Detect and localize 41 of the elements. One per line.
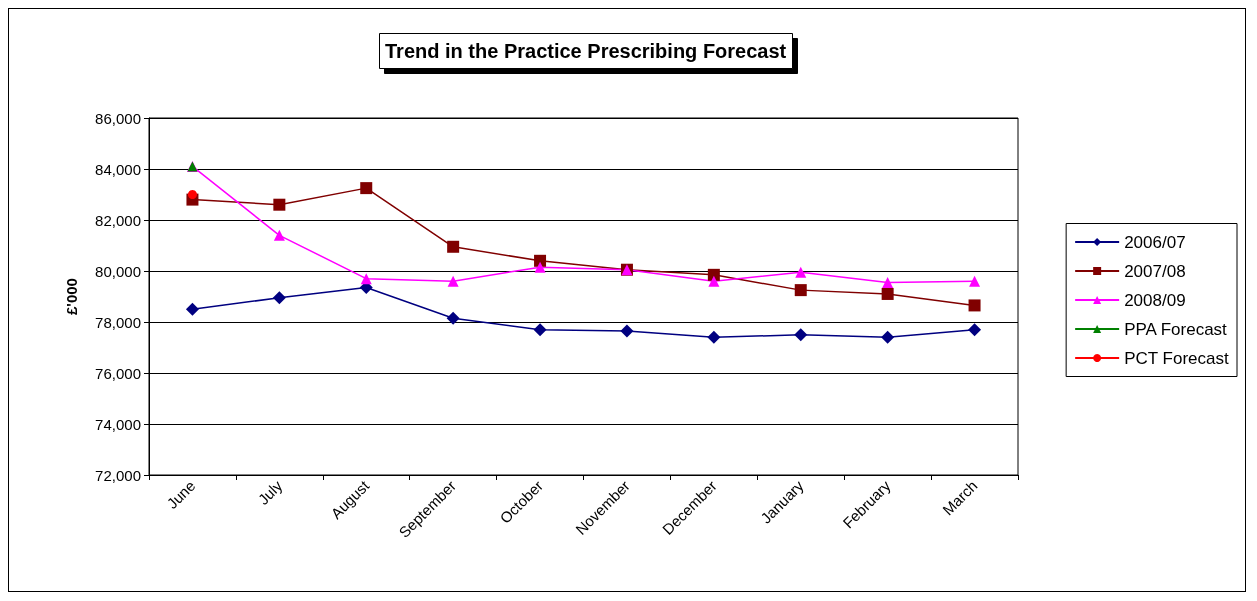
point	[968, 299, 981, 312]
y-tick-label: 86,000	[95, 109, 141, 127]
y-axis-title: £'000	[63, 278, 80, 315]
y-tick-label: 78,000	[95, 313, 141, 331]
point	[360, 273, 372, 285]
legend-label: 2006/07	[1124, 232, 1186, 252]
y-tick-label: 84,000	[95, 160, 141, 178]
legend-label: 2007/08	[1124, 261, 1186, 281]
point	[273, 198, 286, 211]
point	[882, 276, 894, 288]
point	[794, 284, 807, 297]
y-tick-label: 74,000	[95, 415, 141, 433]
point	[534, 254, 547, 267]
point	[534, 261, 546, 273]
chart-title: Trend in the Practice Prescribing Forecast	[385, 40, 787, 62]
point	[708, 275, 720, 287]
point	[187, 190, 197, 199]
y-tick-label: 82,000	[95, 211, 141, 229]
point	[795, 266, 807, 278]
point	[185, 302, 199, 316]
point	[360, 182, 373, 195]
point	[272, 291, 286, 305]
point	[794, 328, 808, 342]
point	[533, 323, 547, 337]
legend-label: PPA Forecast	[1124, 319, 1228, 339]
y-tick-label: 76,000	[95, 364, 141, 382]
y-tick-label: 72,000	[95, 466, 141, 484]
point	[447, 275, 459, 287]
legend-label: 2008/09	[1124, 290, 1186, 310]
x-tick-label: July	[254, 476, 286, 508]
point	[707, 330, 721, 344]
point	[620, 324, 634, 338]
point	[881, 287, 894, 300]
point	[968, 323, 982, 337]
legend-label: PCT Forecast	[1124, 348, 1229, 368]
point	[446, 311, 460, 325]
y-tick-label: 80,000	[95, 262, 141, 280]
point	[881, 330, 895, 344]
point	[969, 275, 981, 287]
point	[447, 240, 460, 253]
point	[273, 229, 285, 241]
